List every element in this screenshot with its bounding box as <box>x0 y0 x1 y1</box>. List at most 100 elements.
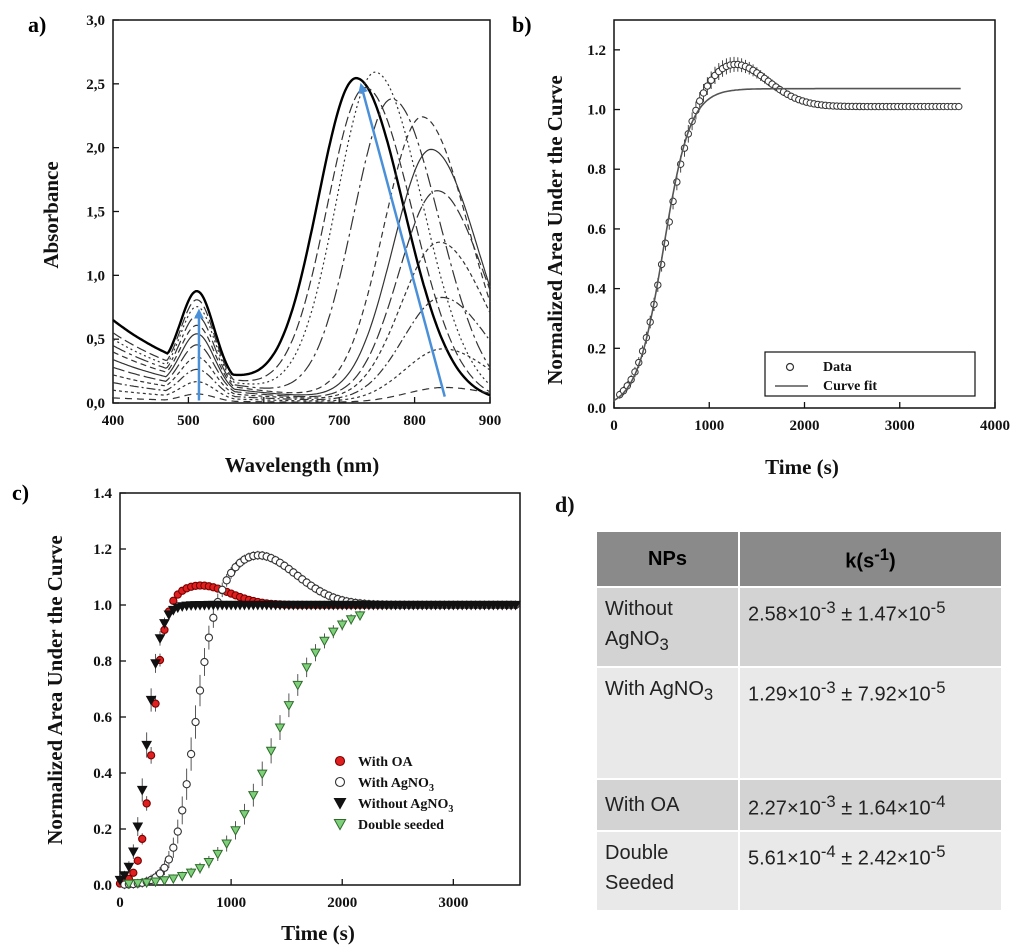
panel-c-xlabel: Time (s) <box>281 921 355 945</box>
data-point <box>178 806 187 815</box>
data-point <box>123 879 135 890</box>
header-k-sup: -1 <box>874 544 890 564</box>
data-point <box>345 615 357 625</box>
data-point <box>510 600 521 611</box>
x-tick-label: 900 <box>479 413 502 429</box>
data-point <box>221 839 233 850</box>
y-tick-label: 1.0 <box>93 598 112 614</box>
data-point <box>194 864 206 874</box>
k-times: ×10 <box>786 603 821 626</box>
data-point <box>265 746 277 757</box>
y-tick-label: 2,5 <box>86 77 105 93</box>
x-tick-label: 3000 <box>438 895 468 911</box>
k-times: ×10 <box>896 603 931 626</box>
data-point <box>707 76 715 84</box>
data-point <box>160 863 169 872</box>
k-exp: -3 <box>820 678 836 697</box>
data-point <box>114 875 126 886</box>
data-point <box>195 686 205 695</box>
data-point <box>310 648 321 659</box>
panel-c-plot: 0 1000 2000 3000 0.0 0.2 0.4 0.6 0.8 1.0 1.2 1.4 Wit… <box>93 486 521 911</box>
k-pm: ± <box>835 847 858 870</box>
y-tick-label: 0.2 <box>93 822 112 838</box>
k-exp: -4 <box>820 842 836 861</box>
series-with-oa <box>115 581 520 888</box>
data-point <box>141 740 153 751</box>
data-point <box>955 102 963 111</box>
y-tick-label: 1.2 <box>587 43 606 59</box>
panel-d-letter: d) <box>555 492 575 517</box>
np-name: With AgNO <box>605 678 704 700</box>
data-point <box>185 868 197 879</box>
k-mantissa: 2.27 <box>748 797 787 820</box>
series-double-seeded <box>123 610 366 890</box>
panel-c-ylabel: Normalized Area Under the Curve <box>43 535 67 845</box>
data-point <box>159 619 170 629</box>
k-times: ×10 <box>896 847 931 870</box>
k-mantissa: 5.61 <box>748 847 787 870</box>
k-cell: 5.61×10-4 ± 2.42×10-5 <box>738 830 1003 912</box>
data-point <box>283 701 295 711</box>
y-tick-label: 3,0 <box>86 13 105 29</box>
data-point <box>333 798 347 810</box>
x-tick-label: 0 <box>116 895 124 911</box>
k-pm: ± <box>835 603 858 626</box>
k-cell: 2.27×10-3 ± 1.64×10-4 <box>738 778 1003 832</box>
y-tick-label: 0.6 <box>587 222 606 238</box>
data-point <box>336 620 348 631</box>
np-name: With OA <box>605 794 680 816</box>
data-point <box>154 634 166 644</box>
k-pm: ± <box>835 797 858 820</box>
data-point <box>127 847 139 858</box>
panel-b: b) 0 1000 2000 3000 4000 0.0 0.2 0.4 0.6 0.8 1.0 1.… <box>512 12 1010 479</box>
data-point <box>200 657 209 667</box>
x-tick-label: 600 <box>253 413 276 429</box>
y-tick-label: 0.4 <box>587 282 606 298</box>
panel-a-xlabel: Wavelength (nm) <box>225 453 380 477</box>
spectrum-curve <box>112 190 491 398</box>
k-exp: -3 <box>820 598 836 617</box>
legend-label-sub: 3 <box>429 783 434 794</box>
data-point <box>146 751 156 760</box>
data-point <box>129 868 138 877</box>
data-point <box>334 776 346 788</box>
k-exp: -3 <box>820 791 836 811</box>
panel-b-letter: b) <box>512 12 532 37</box>
x-tick-label: 2000 <box>327 895 357 911</box>
data-point <box>176 872 188 882</box>
x-tick-label: 700 <box>328 413 351 429</box>
panel-c: c) 0 1000 2000 3000 0.0 0.2 0.4 0.6 0.8 1.0 1.2 1.4… <box>12 480 521 945</box>
panel-b-plot: 0 1000 2000 3000 4000 0.0 0.2 0.4 0.6 0.8 1.0 1.2 Da… <box>587 19 1010 434</box>
k-times: ×10 <box>786 847 821 870</box>
data-point <box>301 663 313 673</box>
data-point <box>226 568 236 578</box>
panel-b-xlabel: Time (s) <box>765 455 839 479</box>
y-tick-label: 1.2 <box>93 542 112 558</box>
data-point <box>703 82 712 90</box>
data-point <box>204 633 214 642</box>
data-point <box>159 876 170 886</box>
legend-label: Without AgNO3 <box>358 797 453 815</box>
legend-data-label: Data <box>823 360 852 375</box>
legend-label-text: Without AgNO <box>358 797 448 812</box>
k-err-exp: -4 <box>930 791 946 811</box>
data-point <box>327 627 339 638</box>
y-tick-label: 1.4 <box>93 486 112 502</box>
y-tick-label: 2,0 <box>86 141 105 157</box>
x-tick-label: 0 <box>610 418 618 434</box>
y-tick-label: 0.2 <box>587 341 606 357</box>
spectrum-curve <box>112 386 491 403</box>
np-cell: Without AgNO3 <box>595 586 740 668</box>
data-point <box>182 780 191 789</box>
spectrum-curve <box>112 71 491 386</box>
data-point <box>186 749 196 759</box>
plot-frame <box>112 19 491 404</box>
table-header-nps: NPs <box>595 530 740 588</box>
table-row: With AgNO3 1.29×10-3 ± 7.92×10-5 <box>595 666 1003 780</box>
legend-box <box>764 351 976 397</box>
y-tick-label: 0.6 <box>93 710 112 726</box>
k-err: 1.47 <box>857 603 897 626</box>
np-sub: 3 <box>703 685 714 704</box>
y-tick-label: 0.0 <box>587 401 606 417</box>
